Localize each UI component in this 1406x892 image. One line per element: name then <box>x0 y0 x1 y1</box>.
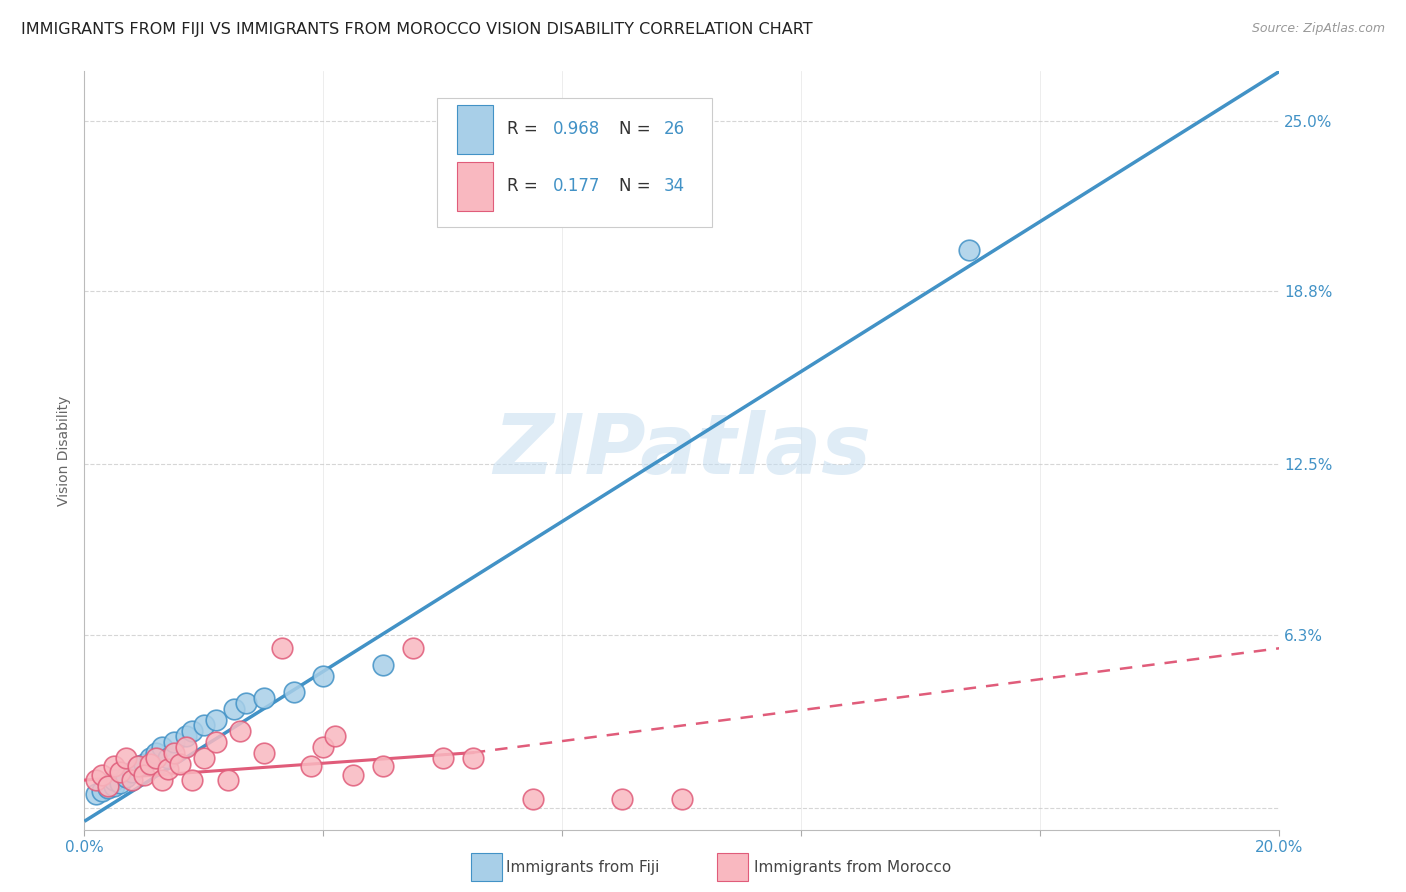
Text: 0.177: 0.177 <box>553 178 600 195</box>
Point <box>342 767 364 781</box>
Point <box>157 751 180 765</box>
Point <box>283 685 305 699</box>
Point <box>205 734 228 748</box>
FancyBboxPatch shape <box>457 161 494 211</box>
Text: N =: N = <box>619 178 655 195</box>
Point <box>312 740 335 755</box>
Point <box>325 729 347 743</box>
Text: ZIPatlas: ZIPatlas <box>494 410 870 491</box>
Point <box>235 696 257 710</box>
Text: 0.968: 0.968 <box>553 120 600 138</box>
Text: Source: ZipAtlas.com: Source: ZipAtlas.com <box>1251 22 1385 36</box>
Point <box>174 729 197 743</box>
Point <box>181 773 204 788</box>
Text: Immigrants from Fiji: Immigrants from Fiji <box>506 860 659 874</box>
Point <box>612 792 634 806</box>
Point <box>121 764 143 779</box>
Point <box>97 781 120 796</box>
Point <box>86 773 108 788</box>
Point <box>461 751 484 765</box>
Point <box>127 759 149 773</box>
Point <box>205 713 228 727</box>
Point <box>103 759 125 773</box>
Point <box>169 756 191 771</box>
Text: 26: 26 <box>664 120 685 138</box>
Point <box>270 641 292 656</box>
Point <box>432 751 454 765</box>
Point <box>217 773 239 788</box>
Point <box>132 756 156 771</box>
Point <box>121 773 143 788</box>
Point <box>957 243 980 257</box>
Point <box>132 767 156 781</box>
Point <box>103 773 125 788</box>
Text: N =: N = <box>619 120 655 138</box>
FancyBboxPatch shape <box>437 98 711 227</box>
Point <box>139 756 162 771</box>
Point <box>301 759 323 773</box>
Point <box>91 767 114 781</box>
Point <box>373 759 395 773</box>
Point <box>253 746 276 760</box>
Point <box>193 718 215 732</box>
Point <box>193 751 215 765</box>
Point <box>373 657 395 672</box>
Point <box>150 773 173 788</box>
Point <box>150 740 173 755</box>
Point <box>163 734 186 748</box>
Point <box>228 723 252 738</box>
Point <box>127 759 149 773</box>
Text: IMMIGRANTS FROM FIJI VS IMMIGRANTS FROM MOROCCO VISION DISABILITY CORRELATION CH: IMMIGRANTS FROM FIJI VS IMMIGRANTS FROM … <box>21 22 813 37</box>
Point <box>174 740 197 755</box>
Y-axis label: Vision Disability: Vision Disability <box>58 395 72 506</box>
Point <box>402 641 425 656</box>
Text: 34: 34 <box>664 178 685 195</box>
Point <box>157 762 180 776</box>
Point <box>145 746 167 760</box>
Point <box>222 701 245 715</box>
Point <box>115 770 138 784</box>
Point <box>110 764 132 779</box>
Point <box>671 792 693 806</box>
Text: Immigrants from Morocco: Immigrants from Morocco <box>754 860 950 874</box>
Point <box>522 792 544 806</box>
Point <box>110 776 132 790</box>
Text: R =: R = <box>508 178 544 195</box>
Point <box>97 779 120 793</box>
FancyBboxPatch shape <box>457 104 494 153</box>
Point <box>91 784 114 798</box>
Point <box>103 779 125 793</box>
Point <box>115 751 138 765</box>
Text: R =: R = <box>508 120 544 138</box>
Point <box>139 751 162 765</box>
Point <box>253 690 276 705</box>
Point <box>86 787 108 801</box>
Point <box>163 746 186 760</box>
Point <box>181 723 204 738</box>
Point <box>312 669 335 683</box>
Point <box>145 751 167 765</box>
